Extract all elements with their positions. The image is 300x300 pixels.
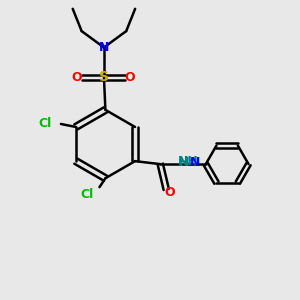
Text: O: O bbox=[164, 186, 175, 200]
Text: S: S bbox=[99, 70, 109, 84]
Text: NH: NH bbox=[178, 155, 199, 168]
Text: O: O bbox=[124, 71, 135, 84]
Text: H: H bbox=[179, 156, 189, 169]
Text: Cl: Cl bbox=[39, 118, 52, 130]
Text: Cl: Cl bbox=[80, 188, 94, 201]
Text: N: N bbox=[99, 41, 109, 54]
Text: O: O bbox=[72, 71, 83, 84]
Text: N: N bbox=[190, 156, 200, 169]
